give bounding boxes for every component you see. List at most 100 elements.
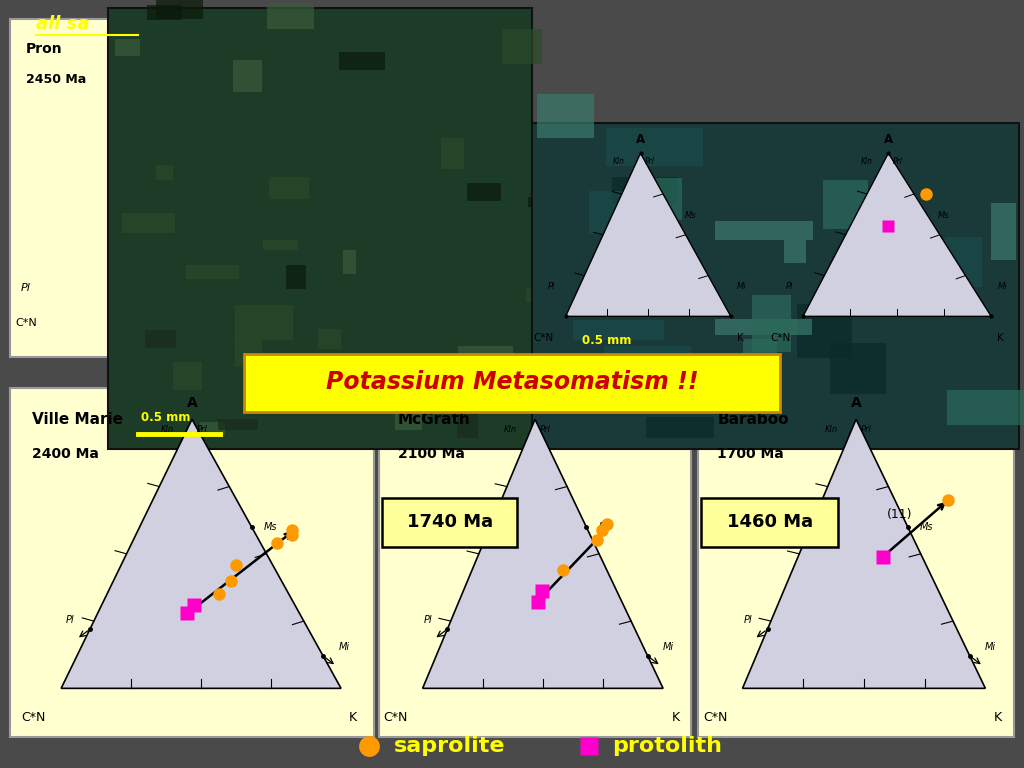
Bar [604,346,691,375]
Text: Ms: Ms [264,522,278,532]
Bar [823,180,868,229]
Text: Mi: Mi [997,283,1007,292]
Bar [628,178,682,220]
Text: A: A [529,396,541,410]
Polygon shape [565,154,731,316]
Text: 2100 Ma: 2100 Ma [397,447,465,462]
Polygon shape [423,419,664,688]
Text: 2400 Ma: 2400 Ma [32,447,99,462]
Polygon shape [61,419,341,688]
FancyBboxPatch shape [244,354,780,412]
Bar [947,389,1024,425]
Text: McGrath: McGrath [397,412,470,427]
Bar [218,419,258,430]
Text: Pl: Pl [66,615,75,625]
Bar [783,240,807,263]
Text: C*N: C*N [22,711,46,724]
Bar [525,288,570,302]
Bar [752,296,792,352]
Text: A: A [186,396,198,410]
Bar [611,177,678,203]
Text: saprolite: saprolite [394,737,506,756]
Text: protolith: protolith [612,737,722,756]
Bar [715,319,811,336]
Bar [201,422,225,435]
Text: Prl: Prl [861,425,872,435]
Bar [532,123,1019,449]
Bar [173,362,202,390]
Bar [829,264,907,289]
Bar [379,388,691,737]
Bar [10,19,230,357]
Bar [527,197,553,207]
Bar [233,60,261,92]
Bar [157,165,173,180]
Bar [467,183,501,201]
Bar [500,369,555,379]
Text: Ms: Ms [938,210,949,220]
Text: Kln: Kln [161,425,174,435]
Bar [945,237,982,286]
Text: (11): (11) [887,508,912,521]
Bar [156,1,204,19]
Text: Pl: Pl [548,283,555,292]
Bar [991,203,1016,260]
Text: 0.5 mm: 0.5 mm [582,334,631,347]
Text: 1700 Ma: 1700 Ma [717,447,784,462]
Text: C*N: C*N [702,711,727,724]
Text: A: A [636,133,645,146]
Bar [122,213,175,233]
Text: Mi: Mi [339,642,349,652]
Text: Mi: Mi [985,642,996,652]
Bar [108,8,532,449]
Text: 1460 Ma: 1460 Ma [727,513,813,531]
Text: 0.5 mm: 0.5 mm [141,411,190,424]
Bar [440,138,464,169]
Text: Prl: Prl [197,425,208,435]
Text: C*N: C*N [383,711,408,724]
Bar [286,265,306,289]
Bar [340,52,385,70]
Bar [263,240,298,250]
Text: Pron: Pron [26,42,62,56]
Text: Mi: Mi [664,642,674,652]
Bar [646,417,714,438]
Text: Pl: Pl [423,615,432,625]
Text: 1740 Ma: 1740 Ma [407,513,493,531]
Text: Prl: Prl [645,157,654,166]
Text: Prl: Prl [892,157,902,166]
Text: Kln: Kln [504,425,516,435]
Text: Ms: Ms [921,522,934,532]
Bar [236,305,293,340]
Bar [343,250,355,274]
Text: A: A [884,133,893,146]
Text: C*N: C*N [770,333,791,343]
Text: Ms: Ms [599,522,612,532]
Text: Kln: Kln [613,157,625,166]
Bar [147,5,182,20]
Text: Pl: Pl [20,283,31,293]
Bar [715,221,813,240]
Text: C*N: C*N [534,333,553,343]
FancyBboxPatch shape [701,498,838,547]
Bar [268,177,309,199]
Text: Kln: Kln [861,157,872,166]
Text: K: K [997,333,1005,343]
Text: K: K [737,333,743,343]
Bar [458,411,478,438]
Bar [186,265,240,279]
Polygon shape [803,154,991,316]
Bar [763,131,1014,357]
Bar [236,339,262,367]
Text: Kln: Kln [824,425,838,435]
Bar [462,384,511,403]
Text: Prl: Prl [541,425,551,435]
Text: all sa: all sa [36,15,89,33]
Bar [537,94,594,137]
Text: Mi: Mi [737,283,746,292]
Bar [266,3,314,29]
Polygon shape [742,419,985,688]
Text: Pl: Pl [743,615,753,625]
Bar [573,320,665,340]
Text: Ville Marie: Ville Marie [32,412,123,427]
